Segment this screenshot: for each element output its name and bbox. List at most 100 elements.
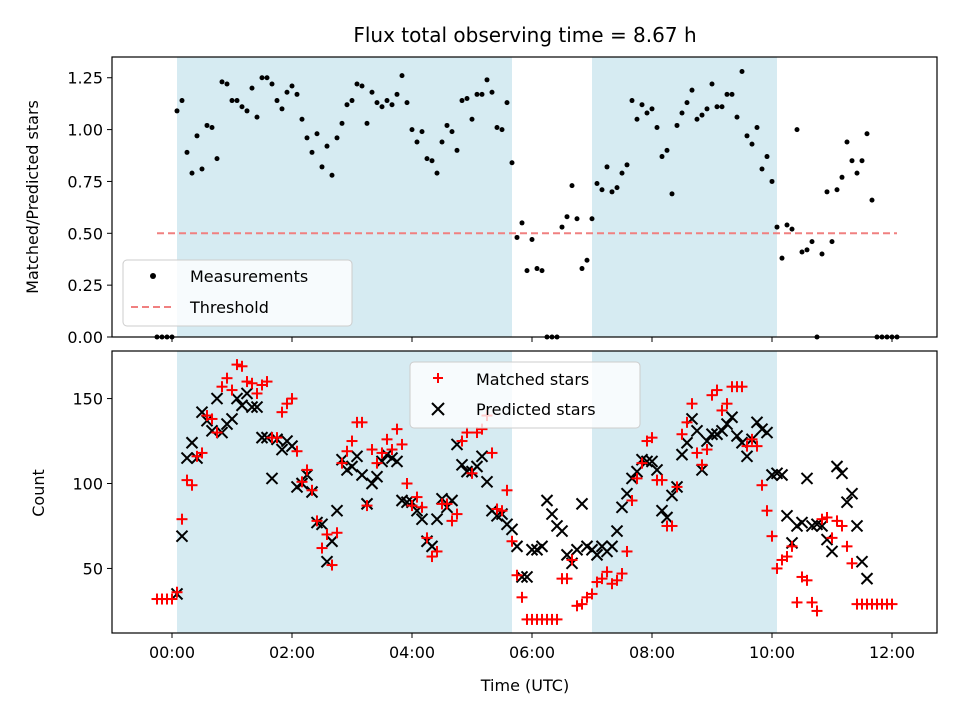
measurement-point (834, 187, 840, 193)
measurement-point (184, 149, 190, 155)
measurement-point (264, 75, 270, 81)
top-y-tick-label: 1.25 (67, 69, 103, 88)
predicted-point (205, 424, 219, 438)
matched-point (791, 596, 803, 608)
measurement-point (339, 120, 345, 126)
measurement-point (394, 91, 400, 97)
matched-point (681, 416, 693, 428)
measurement-point (269, 81, 275, 87)
predicted-point (175, 529, 189, 543)
matched-point (846, 557, 858, 569)
matched-point (751, 440, 763, 452)
measurement-point (224, 81, 230, 87)
measurement-point (784, 222, 790, 228)
matched-point (446, 515, 458, 527)
matched-point (371, 457, 383, 469)
predicted-point (715, 424, 729, 438)
measurement-point (254, 114, 260, 120)
measurement-point (654, 125, 660, 131)
measurement-point (309, 149, 315, 155)
top-y-axis-label: Matched/Predicted stars (23, 100, 42, 294)
measurement-point (839, 174, 845, 180)
bottom-axes-frame (111, 350, 938, 634)
measurement-point (499, 127, 505, 133)
predicted-point (570, 543, 584, 556)
matched-point (841, 540, 853, 552)
predicted-point (640, 455, 654, 468)
bottom-x-tick-label: 10:00 (749, 643, 795, 662)
measurement-point (704, 106, 710, 112)
measurement-point (404, 100, 410, 106)
measurement-point (769, 178, 775, 184)
measurement-point (479, 91, 485, 97)
predicted-point (675, 448, 689, 461)
legend-matched-label: Matched stars (476, 370, 589, 389)
matched-point (211, 427, 223, 439)
predicted-point (835, 467, 849, 480)
bottom-y-tick-label: 150 (72, 390, 103, 409)
measurement-point (819, 251, 825, 257)
predicted-point (505, 523, 519, 536)
measurement-point (634, 116, 640, 122)
predicted-point (430, 512, 444, 526)
measurement-point (649, 106, 655, 112)
measurement-point (409, 127, 415, 133)
matched-point (706, 389, 718, 401)
predicted-point (780, 509, 794, 522)
measurement-point (359, 83, 365, 89)
measurement-point (489, 89, 495, 95)
legend-measurements-marker (150, 273, 156, 279)
measurement-point (639, 102, 645, 108)
bottom-panel: 50 100 150 00:00 02:00 04:00 06:00 08:00 10:00 1… (29, 350, 938, 695)
measurement-point (829, 239, 835, 245)
matched-point (426, 551, 438, 563)
matched-point (636, 457, 648, 469)
measurement-point (249, 85, 255, 91)
predicted-point (545, 507, 559, 521)
predicted-point (610, 524, 624, 538)
predicted-point (845, 487, 859, 500)
top-observing-window-2 (592, 57, 777, 337)
measurement-point (194, 133, 200, 139)
measurement-point (719, 104, 725, 110)
predicted-point (375, 455, 389, 468)
predicted-point (830, 460, 844, 473)
top-y-tick-label: 1.00 (67, 121, 103, 140)
matched-point (701, 444, 713, 456)
matched-point (746, 433, 758, 445)
predicted-point (850, 519, 864, 533)
legend-measurements-label: Measurements (190, 267, 308, 286)
top-y-tick-label: 0.50 (67, 224, 103, 243)
bottom-x-tick-label: 06:00 (509, 643, 555, 662)
top-y-tick-label: 0.25 (67, 276, 103, 295)
predicted-point (575, 497, 589, 511)
predicted-point (840, 495, 854, 509)
measurement-point (539, 268, 545, 274)
matched-point (756, 479, 768, 491)
measurement-point (329, 172, 335, 178)
measurement-point (619, 170, 625, 176)
top-legend-box (122, 259, 353, 327)
predicted-point (390, 455, 404, 468)
measurement-point (199, 166, 205, 172)
measurement-point (569, 183, 575, 189)
matched-point (741, 440, 753, 452)
measurement-point (514, 234, 520, 240)
matched-point (631, 472, 643, 484)
measurement-point (304, 135, 310, 141)
matched-point (561, 573, 573, 585)
matched-point (196, 447, 208, 459)
matched-point (271, 432, 283, 444)
predicted-point (690, 424, 704, 438)
measurement-point (579, 266, 585, 272)
matched-point (306, 484, 318, 496)
measurement-point (204, 122, 210, 128)
bottom-legend: Matched stars Predicted stars (409, 361, 641, 429)
measurement-point (344, 102, 350, 108)
measurement-point (594, 181, 600, 187)
measurement-point (234, 98, 240, 104)
matched-point (711, 384, 723, 396)
matched-point (241, 376, 253, 388)
matched-point (466, 467, 478, 479)
matched-point (801, 574, 813, 586)
